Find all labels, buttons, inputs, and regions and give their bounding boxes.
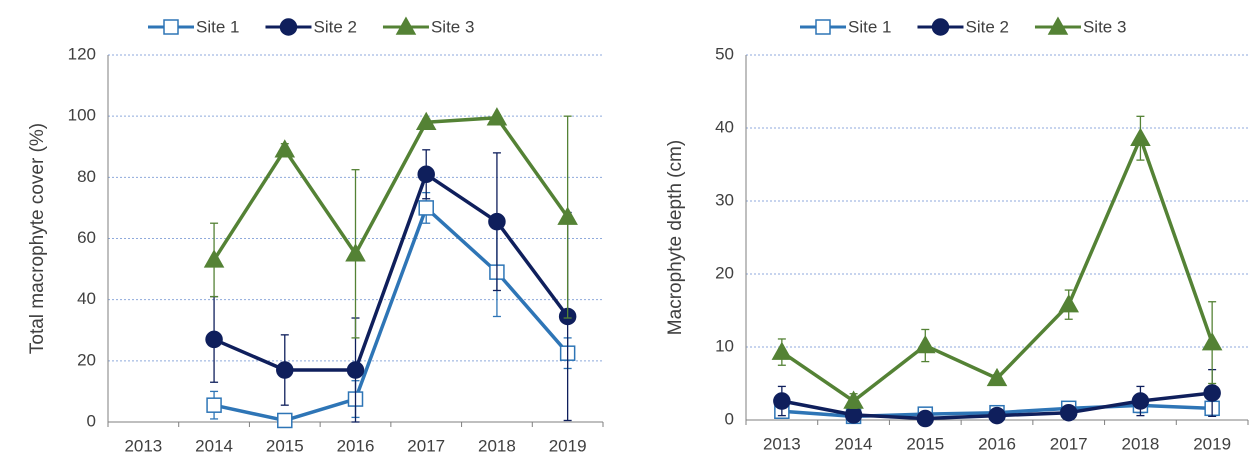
- data-point: [771, 341, 793, 360]
- data-point: [346, 361, 365, 379]
- data-point: [418, 200, 434, 216]
- data-point: [1059, 403, 1078, 422]
- x-tick-label: 2017: [407, 436, 445, 455]
- y-tick-label: 50: [715, 44, 734, 63]
- legend-label: Site 1: [848, 17, 891, 36]
- y-tick-label: 80: [77, 167, 96, 186]
- x-tick-label: 2019: [1193, 434, 1231, 453]
- data-point: [203, 249, 225, 268]
- legend-label: Site 1: [196, 17, 239, 36]
- legend-marker: [815, 19, 831, 35]
- y-tick-label: 10: [715, 336, 734, 355]
- y-tick-label: 0: [87, 411, 96, 430]
- x-tick-label: 2018: [1122, 434, 1160, 453]
- x-tick-label: 2015: [906, 434, 944, 453]
- legend-marker: [279, 18, 298, 36]
- x-tick-label: 2016: [337, 436, 375, 455]
- legend-label: Site 2: [313, 17, 356, 36]
- x-tick-label: 2014: [835, 434, 873, 453]
- data-point: [844, 406, 863, 424]
- data-point: [274, 139, 296, 158]
- data-point: [916, 409, 935, 428]
- series-line: [780, 136, 1214, 403]
- data-point: [1203, 384, 1221, 402]
- y-tick-label: 40: [715, 117, 734, 136]
- data-point: [1131, 392, 1150, 410]
- series-line: [212, 115, 570, 261]
- y-tick-label: 20: [715, 263, 734, 282]
- legend-marker: [395, 16, 417, 35]
- legend-label: Site 2: [965, 17, 1008, 36]
- x-tick-label: 2017: [1050, 434, 1088, 453]
- data-point: [915, 335, 936, 354]
- data-point: [1130, 127, 1151, 146]
- data-point: [988, 406, 1006, 425]
- y-tick-label: 60: [77, 228, 96, 247]
- data-point: [773, 392, 791, 410]
- x-tick-label: 2014: [195, 436, 233, 455]
- y-tick-label: 30: [715, 190, 734, 209]
- data-point: [557, 206, 578, 225]
- legend-label: Site 3: [1083, 17, 1126, 36]
- x-tick-label: 2019: [549, 436, 587, 455]
- data-point: [486, 107, 508, 126]
- data-point: [1201, 332, 1223, 351]
- y-tick-label: 0: [725, 409, 734, 428]
- x-tick-label: 2016: [978, 434, 1016, 453]
- y-axis-title: Macrophyte depth (cm): [665, 140, 686, 335]
- y-tick-label: 40: [77, 289, 96, 308]
- x-tick-label: 2013: [124, 436, 162, 455]
- x-tick-label: 2015: [266, 436, 304, 455]
- y-tick-label: 120: [68, 44, 96, 63]
- legend-marker: [931, 18, 950, 36]
- x-tick-label: 2018: [478, 436, 516, 455]
- data-point: [417, 165, 435, 184]
- data-point: [206, 397, 222, 413]
- data-point: [488, 212, 506, 231]
- data-point: [415, 111, 437, 131]
- y-tick-label: 20: [77, 350, 96, 369]
- data-point: [843, 390, 864, 409]
- data-point: [345, 243, 366, 262]
- legend-marker: [163, 19, 179, 35]
- series-line: [213, 206, 569, 423]
- data-point: [205, 330, 223, 349]
- data-point: [276, 361, 294, 379]
- y-axis-title: Total macrophyte cover (%): [27, 123, 48, 354]
- y-tick-label: 100: [68, 106, 96, 125]
- x-tick-label: 2013: [763, 434, 801, 453]
- data-point: [277, 412, 293, 429]
- legend-marker: [1047, 16, 1069, 35]
- data-point: [1058, 294, 1079, 313]
- legend-label: Site 3: [431, 17, 474, 36]
- series-line: [213, 172, 570, 372]
- data-point: [986, 367, 1008, 387]
